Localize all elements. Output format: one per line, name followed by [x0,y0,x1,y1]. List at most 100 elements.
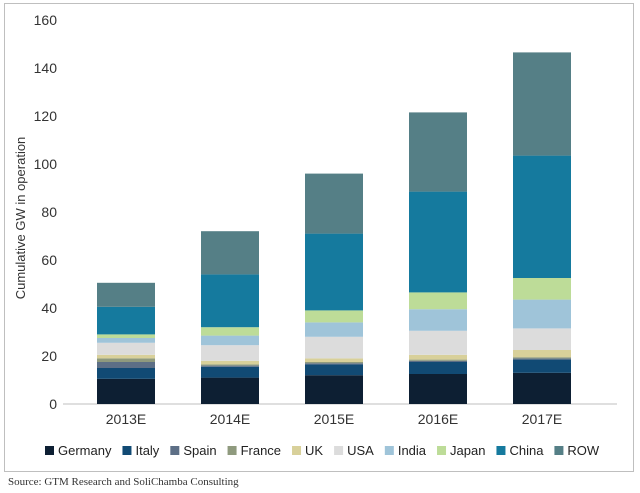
legend-swatch [227,446,237,455]
y-tick-label: 60 [41,252,57,268]
legend: Germany Italy Spain France UK USA India Japan Ch… [45,443,600,458]
x-tick-label: 2017E [522,411,562,427]
bar-segment-uk [97,354,155,359]
bar-segment-usa [97,342,155,355]
legend-item-france: France [227,443,281,458]
bar-segment-usa [201,345,259,361]
y-tick-label: 40 [41,300,57,316]
bar-segment-france [201,364,259,366]
x-tick-label: 2015E [314,411,354,427]
bar-segment-row [409,112,467,192]
bar-segment-italy [201,366,259,378]
x-tick-label: 2013E [106,411,146,427]
y-tick-label: 120 [34,108,58,124]
bar-segment-spain [305,363,363,365]
bar-segment-row [513,52,571,156]
bar-segment-germany [201,377,259,404]
bar-segment-china [305,233,363,311]
bar-segment-france [97,358,155,362]
bar-segment-uk [409,354,467,360]
bar-segment-spain [97,362,155,368]
legend-swatch [554,446,564,455]
legend-label: India [398,443,427,458]
bar-segment-japan [513,278,571,300]
legend-label: France [241,443,281,458]
legend-label: ROW [567,443,600,458]
bar-segment-germany [97,378,155,404]
bar-segment-germany [409,374,467,404]
bar-segment-japan [97,334,155,338]
chart-frame: Cumulative GW in operation 0 20 40 60 80 100 1… [4,3,634,472]
bar-segment-uk [305,358,363,362]
bar-segment-china [201,274,259,328]
legend-swatch [45,446,54,455]
legend-item-germany: Germany [45,443,112,458]
legend-label: Germany [58,443,112,458]
legend-item-spain: Spain [170,443,217,458]
y-tick-label: 160 [34,12,58,28]
y-tick-label: 20 [41,348,57,364]
bar-segment-usa [513,328,571,350]
bar-segment-italy [409,362,467,374]
bar-segment-india [97,338,155,343]
bar-segment-india [305,322,363,337]
bar-segment-spain [409,360,467,362]
bar-segment-france [409,359,467,361]
bar-segment-japan [409,292,467,310]
y-tick-labels: 0 20 40 60 80 100 120 140 160 [34,12,58,412]
legend-swatch [384,446,394,455]
legend-swatch [170,446,180,455]
legend-item-india: India [384,443,427,458]
legend-label: Italy [135,443,159,458]
legend-label: USA [347,443,374,458]
bar-segment-france [513,357,571,359]
bar-segment-usa [409,330,467,355]
bar-segment-italy [97,368,155,379]
bar-segment-france [305,362,363,364]
legend-swatch [334,446,344,455]
bar-segment-china [97,306,155,335]
bar-segment-japan [305,310,363,323]
legend-item-china: China [496,443,544,458]
bar-segment-china [409,191,467,293]
x-tick-label: 2014E [210,411,250,427]
bar-segment-usa [305,336,363,359]
legend-label: Japan [450,443,485,458]
stacked-bar-chart: Cumulative GW in operation 0 20 40 60 80 100 1… [13,12,617,458]
bar-segment-row [97,282,155,307]
legend-swatch [122,446,132,455]
bar-segment-italy [513,359,571,373]
legend-label: UK [305,443,323,458]
bar-segment-row [201,231,259,275]
y-tick-label: 0 [49,396,57,412]
legend-item-japan: Japan [437,443,485,458]
y-axis-label: Cumulative GW in operation [13,137,28,300]
source-note: Source: GTM Research and SoliChamba Cons… [8,476,239,488]
bar-segment-germany [305,375,363,404]
bars [97,52,571,404]
legend-item-italy: Italy [122,443,160,458]
legend-item-usa: USA [334,443,374,458]
bar-segment-italy [305,364,363,376]
legend-label: China [509,443,544,458]
legend-label: Spain [183,443,216,458]
bar-segment-germany [513,372,571,404]
bar-segment-japan [201,327,259,336]
bar-segment-india [409,309,467,331]
x-tick-label: 2016E [418,411,458,427]
legend-swatch [496,446,506,455]
bar-segment-row [305,173,363,234]
bar-segment-china [513,155,571,278]
legend-swatch [292,446,302,455]
y-tick-label: 140 [34,60,58,76]
bar-segment-india [201,335,259,346]
legend-item-row: ROW [554,443,600,458]
bar-segment-uk [513,350,571,358]
bar-segment-spain [513,358,571,360]
y-tick-label: 80 [41,204,57,220]
y-tick-label: 100 [34,156,58,172]
legend-swatch [437,446,447,455]
bar-segment-india [513,299,571,329]
bar-segment-uk [201,360,259,365]
legend-item-uk: UK [292,443,323,458]
